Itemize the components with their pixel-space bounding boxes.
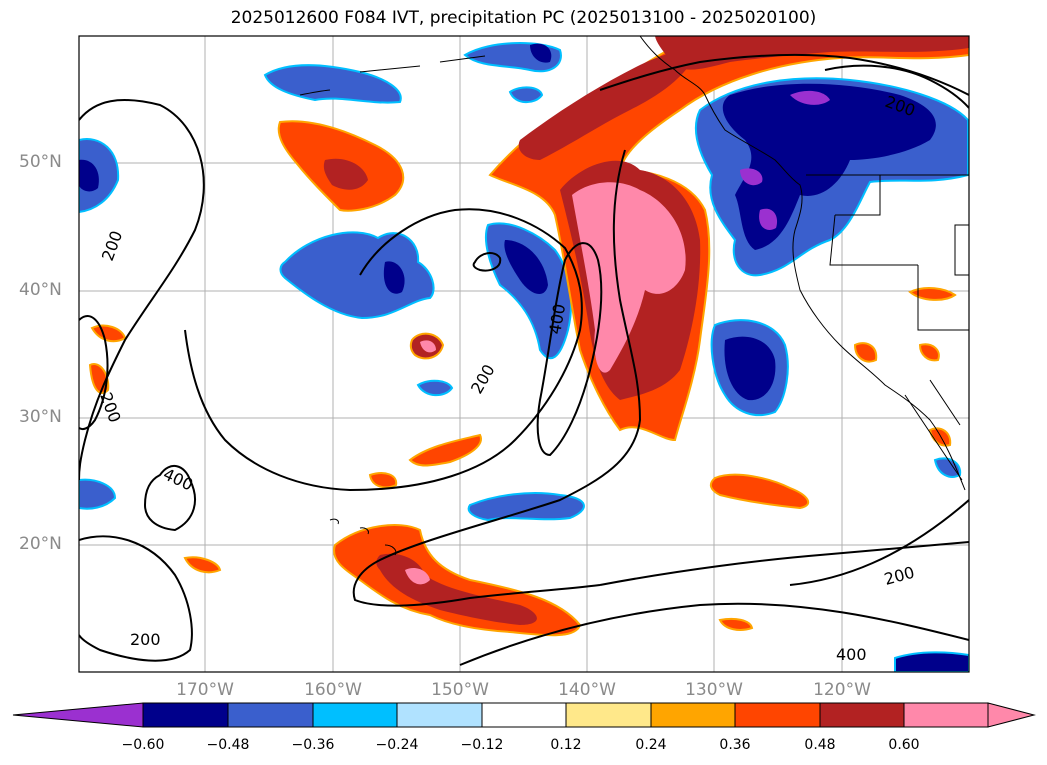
alaska-coast — [639, 36, 966, 491]
colorbar-tick-label: 0.48 — [804, 737, 836, 753]
ivt-contours — [79, 53, 969, 666]
state-boundary-2 — [829, 214, 918, 266]
neg-patch-central-pacific-core — [383, 261, 405, 294]
pos-patch-coast-2 — [853, 342, 878, 363]
neg-patch-offshore-30n-core — [724, 336, 776, 401]
map-title: 2025012600 F084 IVT, precipitation PC (2… — [230, 8, 817, 28]
contour-200-ne — [824, 64, 969, 109]
colorbar — [12, 702, 1036, 728]
neg-patch-small-2 — [508, 86, 544, 104]
neg-patch-west-coast-core — [722, 83, 936, 250]
pos-patch-ar-pink — [572, 182, 686, 373]
state-boundary-1 — [835, 175, 881, 216]
colorbar-segment — [903, 702, 989, 728]
colorbar-segment — [819, 702, 905, 728]
neg-patch-aleutians — [263, 64, 402, 104]
pos-patch-alaska — [655, 36, 969, 70]
colorbar-segment — [481, 702, 567, 728]
neg-patch-central-pacific — [279, 231, 435, 320]
lon-label-130w: 130°W — [685, 680, 743, 700]
lon-label-170w: 170°W — [176, 680, 234, 700]
colorbar-tick-label: 0.60 — [888, 737, 920, 753]
pos-patch-hawaii-pink — [405, 568, 430, 585]
map-frame — [78, 35, 970, 673]
pos-patch-small-6 — [718, 617, 754, 631]
colorbar-segment — [396, 702, 483, 728]
lon-label-140w: 140°W — [558, 680, 616, 700]
contour-200-southeast — [789, 499, 969, 586]
negative-precip-patches — [79, 42, 969, 672]
neg-patch-purple-core-2 — [740, 168, 763, 186]
contour-label: 200 — [130, 630, 161, 649]
neg-patch-mid-pacific-core — [504, 240, 548, 295]
neg-patch-purple-core-1 — [790, 90, 830, 105]
colorbar-tick-label: −0.48 — [206, 737, 250, 753]
aleutian-chain — [299, 55, 486, 96]
contour-label: 400 — [836, 645, 867, 664]
state-boundary-4 — [954, 224, 969, 276]
colorbar-tick-label: −0.12 — [460, 737, 504, 753]
colorbar-tick-label: −0.24 — [375, 737, 419, 753]
colorbar-low-extension — [12, 702, 144, 728]
coastlines — [299, 36, 969, 556]
lon-label-160w: 160°W — [304, 680, 362, 700]
map-area: 200 200 200 400 200 400 200 400 200 — [79, 36, 969, 672]
contour-200-sw — [79, 535, 193, 662]
contour-400-west — [143, 465, 196, 532]
contour-200-west — [79, 99, 205, 481]
colorbar-segment — [734, 702, 821, 728]
neg-patch-gulf-alaska-core — [530, 43, 552, 63]
state-boundary-3 — [917, 265, 969, 331]
neg-patch-purple-core-3 — [759, 208, 778, 230]
pos-patch-diagonal — [408, 433, 482, 467]
pos-patch-small-5 — [368, 472, 398, 489]
pos-patch-coast-1 — [908, 287, 957, 301]
colorbar-segment — [227, 702, 314, 728]
pos-patch-bering-core — [323, 158, 368, 190]
contour-200-small-loop — [472, 252, 502, 272]
colorbar-tick-label: −0.60 — [121, 737, 165, 753]
pos-patch-east-25n — [709, 473, 810, 510]
colorbar-tick-label: 0.12 — [550, 737, 582, 753]
contour-200-east-arc — [599, 53, 969, 96]
contour-200-south — [599, 541, 969, 586]
colorbar-segment — [312, 702, 398, 728]
neg-patch-small-1 — [416, 379, 454, 397]
gulf-of-california — [929, 379, 961, 426]
lat-label-30n: 30°N — [19, 407, 62, 427]
colorbar-tick-label: 0.36 — [719, 737, 751, 753]
neg-patch-far-west-25n — [79, 478, 117, 510]
contour-200-central — [184, 208, 583, 492]
contour-400-south — [459, 602, 969, 666]
neg-patch-far-west-50n-core — [79, 159, 99, 192]
colorbar-segment — [565, 702, 652, 728]
colorbar-tick-label: 0.24 — [635, 737, 667, 753]
lon-label-150w: 150°W — [431, 680, 489, 700]
colorbar-segment — [650, 702, 736, 728]
lon-label-120w: 120°W — [813, 680, 871, 700]
lat-label-20n: 20°N — [19, 534, 62, 554]
pos-patch-coast-3 — [918, 343, 940, 362]
colorbar-tick-label: −0.36 — [291, 737, 335, 753]
neg-patch-mid-pacific — [484, 222, 573, 360]
baja-coast — [904, 394, 963, 481]
pos-patch-west-35n — [90, 324, 127, 343]
pos-patch-west-20n — [183, 556, 222, 574]
colorbar-segment — [142, 702, 229, 728]
contour-400-narrow — [536, 242, 603, 457]
neg-patch-southeast — [894, 651, 969, 672]
colorbar-high-extension — [987, 702, 1036, 728]
lat-label-50n: 50°N — [19, 152, 62, 172]
pos-patch-small-pink-core — [420, 340, 436, 353]
contour-200-west-lobe — [79, 315, 109, 430]
lat-label-40n: 40°N — [19, 280, 62, 300]
neg-patch-sub-20n — [467, 492, 585, 522]
contour-200-inner — [352, 149, 642, 607]
